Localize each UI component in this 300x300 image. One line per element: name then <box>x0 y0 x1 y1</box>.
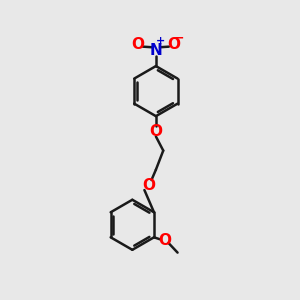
Text: O: O <box>132 37 145 52</box>
Text: N: N <box>149 43 162 58</box>
Text: +: + <box>156 36 165 46</box>
Text: O: O <box>142 178 155 193</box>
Text: O: O <box>149 124 162 139</box>
Text: O: O <box>158 233 171 248</box>
Text: −: − <box>174 31 184 44</box>
Text: O: O <box>167 37 180 52</box>
